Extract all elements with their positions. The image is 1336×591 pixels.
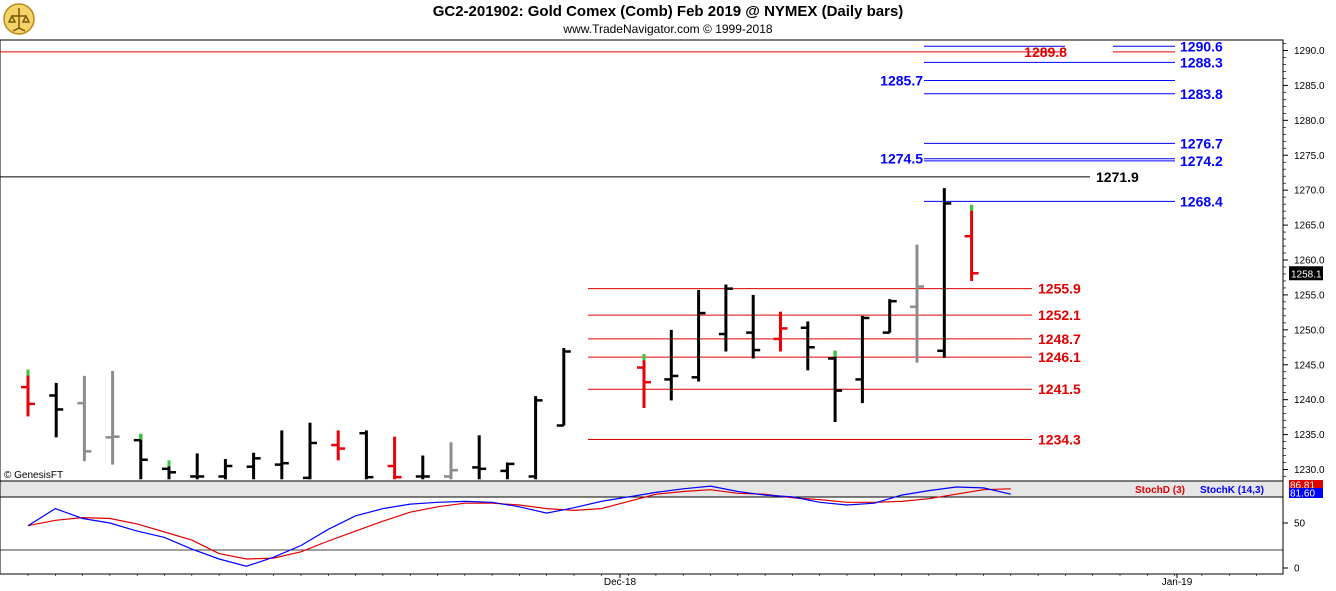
- level-label: 1289.8: [1024, 44, 1067, 60]
- stochastic-panel: [0, 496, 1284, 575]
- price-tick-label: 1240.0: [1294, 395, 1325, 406]
- price-tick-label: 1255.0: [1294, 290, 1325, 301]
- price-tick-label: 1235.0: [1294, 430, 1325, 441]
- level-label: 1285.7: [880, 73, 923, 89]
- level-label: 1274.5: [880, 151, 923, 167]
- level-label: 1252.1: [1038, 307, 1081, 323]
- stoch-tick-label: 0: [1294, 564, 1300, 575]
- level-label: 1288.3: [1180, 54, 1223, 70]
- price-tick-label: 1245.0: [1294, 360, 1325, 371]
- price-tick-label: 1250.0: [1294, 325, 1325, 336]
- stoch-value-flag: [1289, 480, 1323, 490]
- level-label: 1255.9: [1038, 281, 1081, 297]
- trade-navigator-logo-icon: [2, 2, 36, 36]
- legend-stochd: StochD (3): [1135, 485, 1185, 496]
- stoch-value-label: 86.81: [1290, 481, 1315, 492]
- stoch-tick-label: 50: [1294, 519, 1306, 530]
- price-tick-label: 1285.0: [1294, 81, 1325, 92]
- level-lines: 1290.6 1289.8 1288.3 1285.7 1283.8 1276.7 1274…: [0, 38, 1223, 447]
- level-label: 1274.2: [1180, 153, 1223, 169]
- price-tick-label: 1275.0: [1294, 151, 1325, 162]
- price-tick-label: 1265.0: [1294, 221, 1325, 232]
- price-tick-label: 1270.0: [1294, 186, 1325, 197]
- date-tick-label: Dec-18: [604, 577, 637, 588]
- date-tick-label: Jan-19: [1162, 577, 1193, 588]
- price-tick-label: 1230.0: [1294, 465, 1325, 476]
- stoch-series-line: [27, 485, 1011, 567]
- stoch-value-label: 81.60: [1290, 489, 1315, 500]
- level-label-bg: [1065, 44, 1113, 59]
- price-tick-label: 1290.0: [1294, 46, 1325, 57]
- level-label: 1234.3: [1038, 431, 1081, 447]
- last-price-flag: [1289, 266, 1323, 281]
- copyright-text: © GenesisFT: [4, 470, 63, 481]
- level-label: 1271.9: [1096, 169, 1139, 185]
- last-price-label: 1258.1: [1291, 269, 1322, 280]
- level-label: 1268.4: [1180, 193, 1223, 209]
- chart-title: GC2-201902: Gold Comex (Comb) Feb 2019 @…: [432, 3, 904, 20]
- level-label: 1241.5: [1038, 381, 1081, 397]
- stoch-series-line: [27, 488, 1011, 560]
- level-label: 1248.7: [1038, 331, 1081, 347]
- price-tick-label: 1260.0: [1294, 256, 1325, 267]
- chart-subtitle: www.TradeNavigator.com © 1999-2018: [563, 22, 773, 36]
- price-bars: [21, 188, 979, 480]
- level-label: 1290.6: [1180, 38, 1223, 54]
- price-axis: 1290.0 1285.0 1280.0 1275.0 1270.0 1265.0 1260…: [1283, 43, 1325, 477]
- price-panel: [0, 39, 1284, 482]
- legend-stochk: StochK (14,3): [1200, 485, 1264, 496]
- level-label: 1246.1: [1038, 349, 1081, 365]
- level-label: 1283.8: [1180, 86, 1223, 102]
- chart-header: GC2-201902: Gold Comex (Comb) Feb 2019 @…: [0, 0, 1336, 40]
- stoch-value-flag: [1289, 488, 1323, 498]
- price-tick-label: 1280.0: [1294, 116, 1325, 127]
- level-label: 1276.7: [1180, 135, 1223, 151]
- date-axis: Dec-18 Jan-19: [27, 574, 1257, 588]
